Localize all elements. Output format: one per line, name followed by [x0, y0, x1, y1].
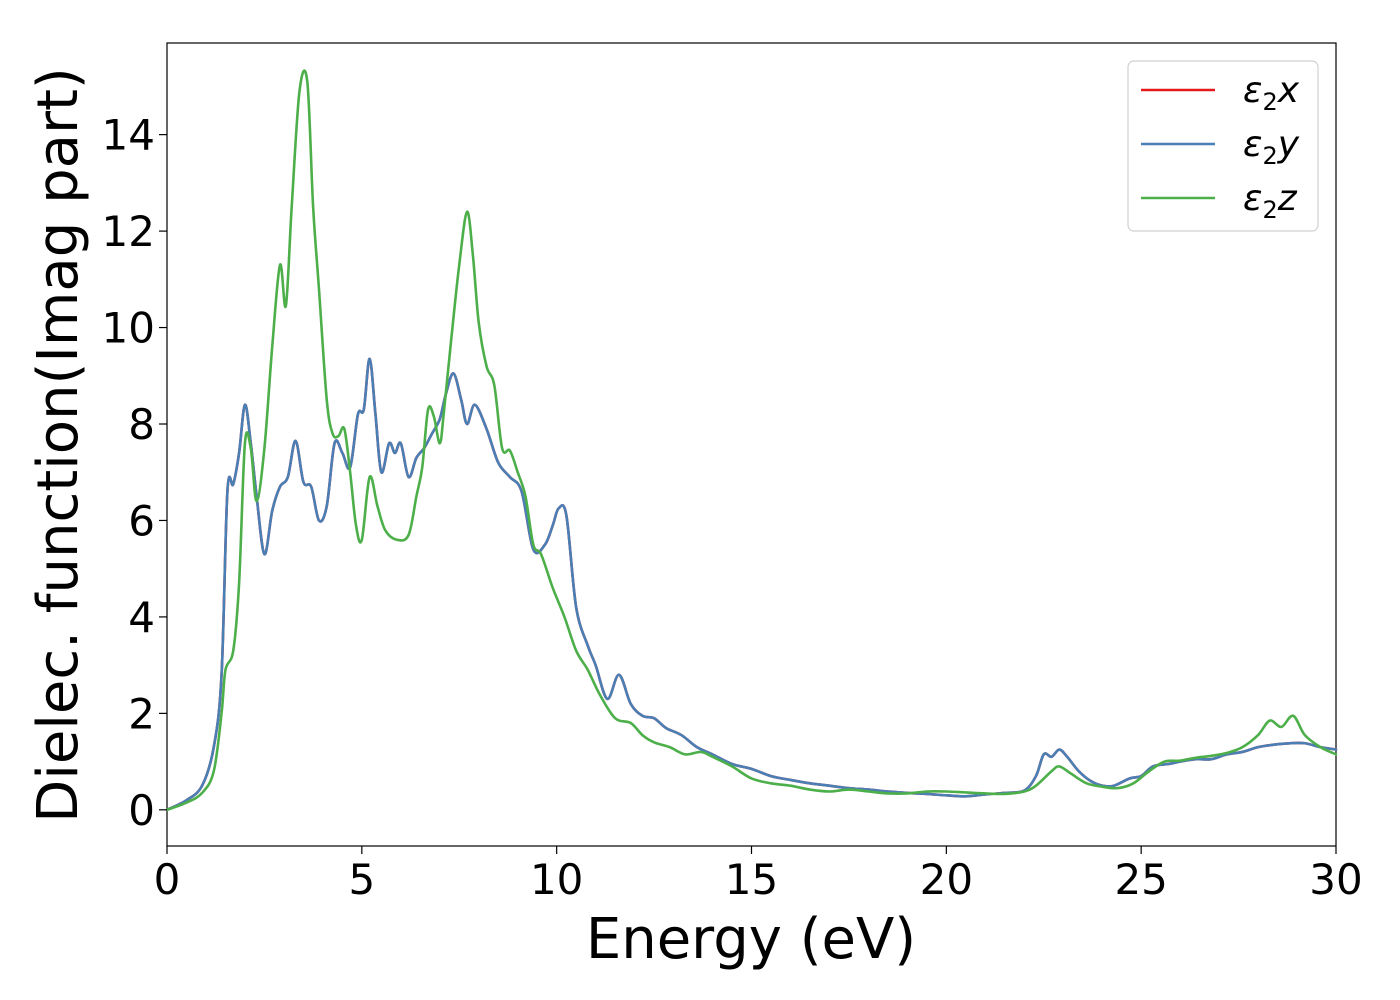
x-tick-label: 15 — [725, 855, 778, 904]
y-tick-label: 12 — [102, 207, 155, 256]
x-tick-label: 10 — [530, 855, 583, 904]
legend: ε2x ε2y ε2z — [1127, 60, 1319, 232]
x-ticks: 0 5 10 15 20 25 30 — [154, 846, 1363, 904]
y-axis-label: Dielec. function(Imag part) — [26, 67, 91, 823]
series-line-y — [165, 357, 1338, 812]
series-group — [165, 69, 1338, 812]
legend-label-x: ε2x — [1243, 70, 1300, 116]
y-tick-label: 14 — [102, 111, 155, 160]
y-tick-label: 6 — [128, 496, 155, 545]
legend-label-z: ε2z — [1243, 178, 1298, 224]
x-tick-label: 30 — [1309, 855, 1362, 904]
plot-area: 0 5 10 15 20 25 30 0 2 4 6 8 10 12 14 — [102, 42, 1363, 904]
y-tick-label: 4 — [128, 593, 155, 642]
legend-label-y: ε2y — [1243, 124, 1300, 170]
x-tick-label: 0 — [154, 855, 181, 904]
x-tick-label: 20 — [920, 855, 973, 904]
x-tick-label: 5 — [348, 855, 375, 904]
legend-items: ε2x ε2y ε2z — [1141, 70, 1300, 224]
legend-box — [1127, 60, 1319, 232]
y-tick-label: 8 — [128, 400, 155, 449]
series-line-z — [165, 69, 1338, 812]
y-tick-label: 0 — [128, 786, 155, 835]
y-tick-label: 10 — [102, 304, 155, 353]
x-tick-label: 25 — [1114, 855, 1167, 904]
y-tick-label: 2 — [128, 689, 155, 738]
x-axis-label: Energy (eV) — [586, 907, 916, 972]
y-ticks: 0 2 4 6 8 10 12 14 — [102, 111, 167, 835]
